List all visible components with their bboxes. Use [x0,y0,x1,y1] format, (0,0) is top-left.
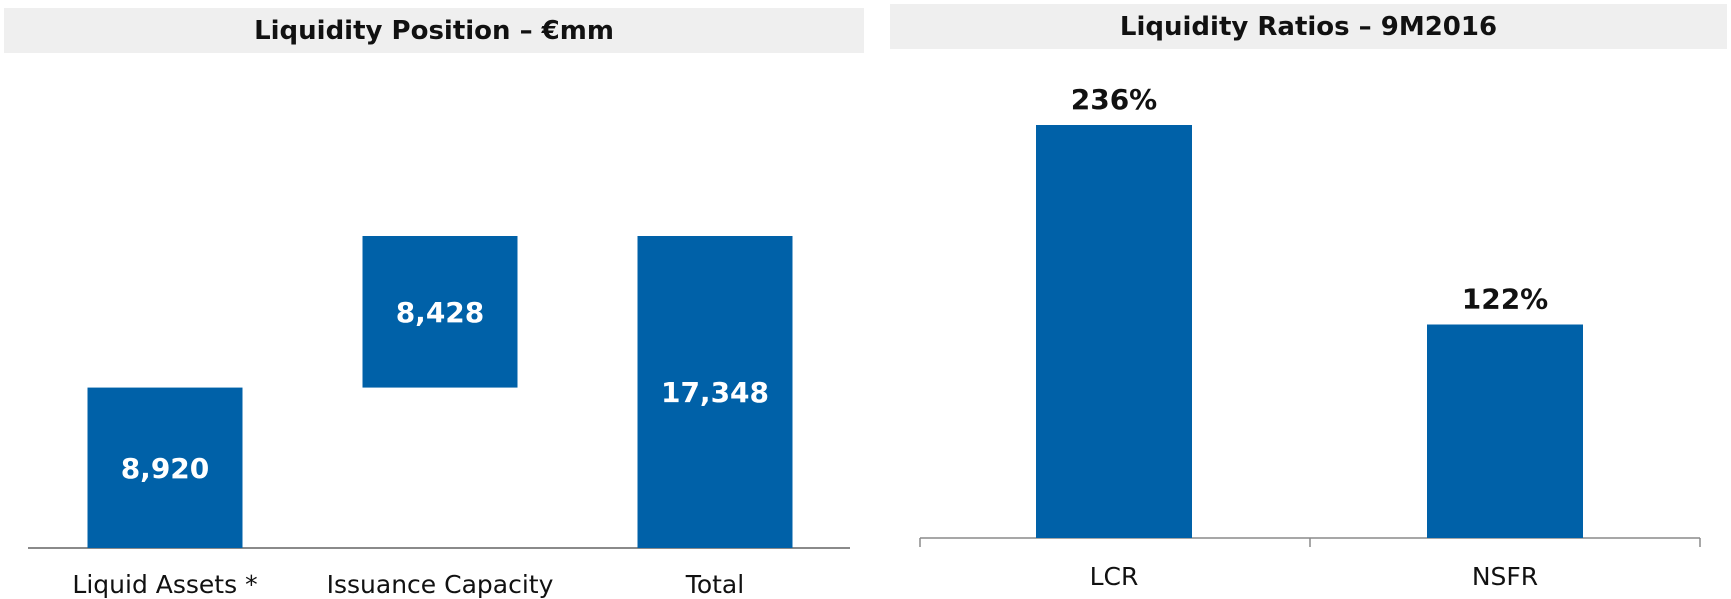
bar-value-label: 17,348 [661,376,769,409]
category-label: Issuance Capacity [327,570,554,599]
ratio-value-label: 122% [1462,283,1549,316]
category-label: LCR [1090,562,1139,591]
bar-3 [637,236,793,548]
category-label: NSFR [1472,562,1538,591]
category-label: Total [685,570,744,599]
liquidity-position-title: Liquidity Position – €mm [4,8,864,53]
bar-value-label: 8,428 [396,296,485,329]
bar-value-label: 8,920 [121,452,210,485]
bar-2 [362,236,518,388]
ratio-value-label: 236% [1071,83,1158,116]
ratio-bar-2 [1427,324,1583,538]
bar-1 [87,387,243,548]
liquidity-ratios-title: Liquidity Ratios – 9M2016 [890,4,1727,49]
category-label: Liquid Assets * [72,570,257,599]
ratio-bar-1 [1036,125,1192,538]
